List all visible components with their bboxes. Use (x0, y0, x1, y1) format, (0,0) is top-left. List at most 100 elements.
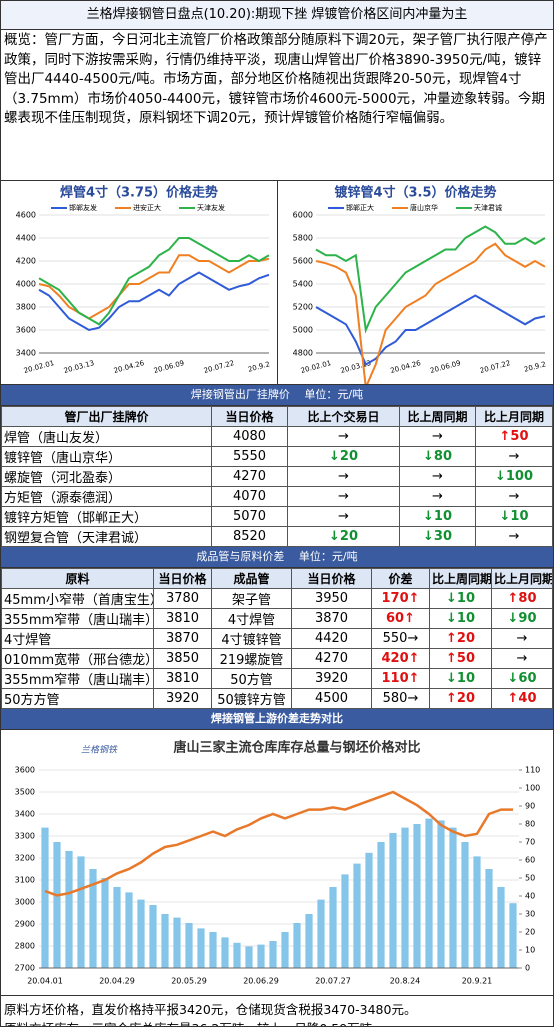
cell: 50方方管 (1, 688, 154, 709)
cell: 8520 (211, 526, 288, 547)
bar (245, 946, 253, 968)
bar (437, 820, 445, 968)
cell: 420↑ (371, 648, 430, 669)
y-tick-label: 3300 (15, 832, 35, 841)
bar (497, 887, 505, 968)
header-cell: 价差 (371, 568, 430, 589)
bar (293, 923, 301, 968)
bar (485, 869, 493, 968)
y-tick-label: 6000 (293, 211, 313, 220)
cell: 4500 (291, 688, 372, 709)
series-line (315, 242, 546, 384)
x-tick-label: 20.06.29 (243, 977, 279, 986)
cell: 3950 (291, 588, 372, 609)
cell: ↑80 (491, 588, 553, 609)
bar (137, 899, 145, 968)
footer-line: 原料方坯价格，直发价格持平报3420元，仓储现货含税报3470-3480元。 (4, 1002, 417, 1017)
y2-tick-label: 20 (525, 928, 535, 937)
y-tick-label: 3400 (16, 349, 36, 358)
y-tick-label: 4400 (16, 234, 36, 243)
y-tick-label: 3800 (16, 303, 36, 312)
cell: 4080 (211, 426, 288, 447)
y-tick-label: 3500 (15, 788, 35, 797)
y2-tick-label: 110 (525, 766, 540, 775)
charts-row: 焊管4寸（3.75）价格走势 邯郸友发 进安正大 天津友发 3400 3600 3800 40… (1, 181, 553, 385)
bar (113, 887, 121, 968)
y-tick-label: 2900 (15, 920, 35, 929)
header-cell: 比上周同期 (399, 406, 476, 427)
y-tick-label: 5800 (293, 234, 313, 243)
cell: → (287, 466, 400, 487)
header-cell: 原料 (1, 568, 154, 589)
x-tick-label: 20.9.2 (523, 360, 547, 373)
cell: → (475, 526, 553, 547)
bar (173, 917, 181, 968)
bar (449, 827, 457, 968)
cell: → (287, 506, 400, 527)
cell: 3920 (291, 668, 372, 689)
cell: ↓100 (475, 466, 553, 487)
cell: 45mm小窄带（首唐宝生） (1, 588, 154, 609)
series-line (38, 237, 270, 326)
cell: → (399, 486, 476, 507)
bar (317, 899, 325, 968)
cell: → (399, 466, 476, 487)
cell: → (399, 426, 476, 447)
cell: 110↑ (371, 668, 430, 689)
cell: 4070 (211, 486, 288, 507)
y2-tick-label: 0 (525, 964, 530, 973)
chart-title: 唐山三家主流仓库库存总量与钢坯价格对比 (173, 740, 420, 756)
x-tick-label: 20.04.01 (27, 977, 63, 986)
cell: 架子管 (211, 588, 292, 609)
bar (461, 842, 469, 968)
cell: 镀锌方矩管（邯郸正大） (1, 506, 212, 527)
y2-tick-label: 40 (525, 892, 535, 901)
cell: ↑20 (429, 688, 492, 709)
legend-label: 邯郸友发 (69, 203, 97, 212)
cell: → (475, 446, 553, 467)
cell: ↑50 (429, 648, 492, 669)
cell: → (287, 486, 400, 507)
series-line (44, 790, 513, 897)
bar (353, 863, 361, 968)
y-tick-label: 4600 (16, 211, 36, 220)
x-tick-label: 20.05.29 (171, 977, 207, 986)
cell: ↑20 (429, 628, 492, 649)
legend-label: 进安正大 (133, 203, 161, 212)
x-tick-label: 20.07.22 (479, 359, 511, 375)
cell: ↓90 (491, 608, 553, 629)
cell: 4寸焊管 (1, 628, 154, 649)
y2-tick-label: 50 (525, 874, 535, 883)
cell: 5550 (211, 446, 288, 467)
cell: ↓10 (429, 668, 492, 689)
x-tick-label: 20.02.01 (23, 359, 55, 375)
cell: 3810 (153, 668, 212, 689)
cell: 355mm窄带（唐山瑞丰） (1, 608, 154, 629)
legend-label: 天津君诚 (474, 203, 502, 212)
y-tick-label: 4000 (16, 280, 36, 289)
y-tick-label: 3400 (15, 810, 35, 819)
series-line (38, 271, 270, 332)
table-caption: 焊接钢管出厂挂牌价 单位：元/吨 (1, 385, 553, 406)
bar (401, 827, 409, 968)
bar (125, 892, 133, 968)
header-cell: 当日价格 (211, 406, 288, 427)
bar (281, 932, 289, 968)
overview: 概览：管厂方面，今日河北主流管厂价格政策部分随原料下调20元，架子管厂执行限产停… (1, 30, 553, 181)
cell: ↑40 (491, 688, 553, 709)
y-tick-label: 5200 (293, 303, 313, 312)
y-tick-label: 5400 (293, 280, 313, 289)
y-tick-label: 5600 (293, 257, 313, 266)
y-tick-label: 3600 (15, 766, 35, 775)
y2-tick-label: 70 (525, 838, 535, 847)
x-tick-label: 20.06.09 (429, 359, 461, 375)
cell: ↓10 (429, 588, 492, 609)
cell: ↓10 (399, 506, 476, 527)
cell: 镀锌管（唐山京华） (1, 446, 212, 467)
x-tick-label: 20.02.01 (300, 359, 332, 375)
bar (305, 914, 313, 968)
bar (209, 932, 217, 968)
header-cell: 比上个交易日 (287, 406, 400, 427)
cell: ↓30 (399, 526, 476, 547)
